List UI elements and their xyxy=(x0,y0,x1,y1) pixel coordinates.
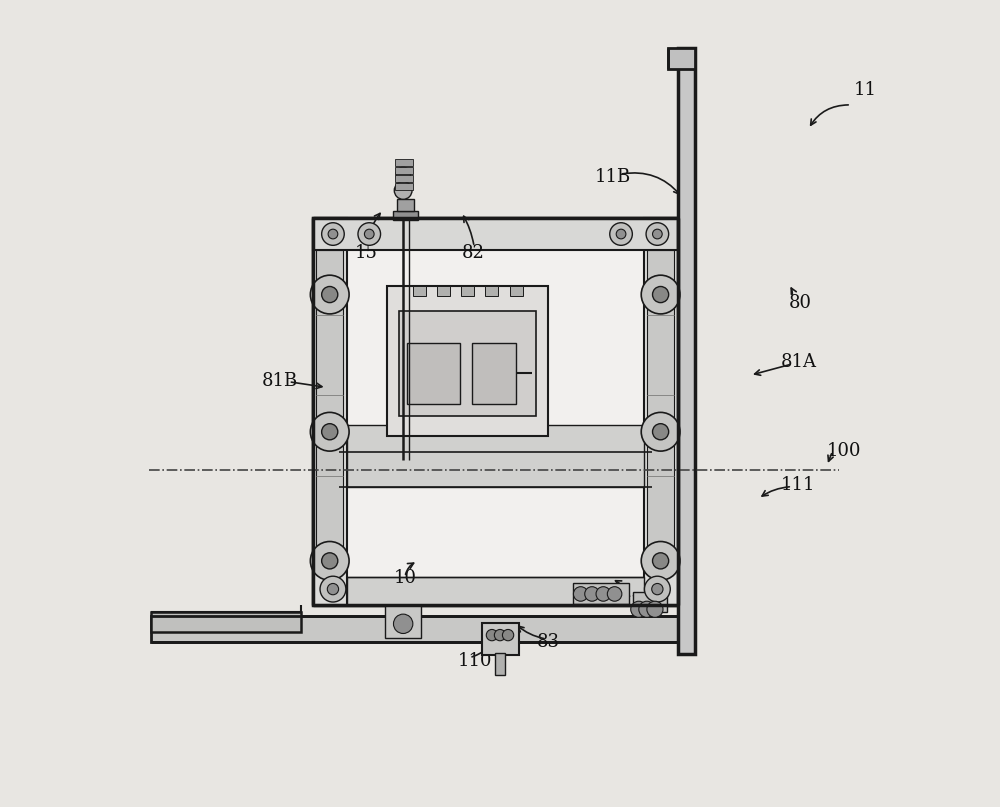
Circle shape xyxy=(653,553,669,569)
Bar xyxy=(472,343,516,404)
Text: 83: 83 xyxy=(536,633,559,651)
Circle shape xyxy=(396,167,410,182)
Text: 15: 15 xyxy=(355,245,378,262)
Bar xyxy=(395,183,413,190)
Circle shape xyxy=(486,629,498,641)
Circle shape xyxy=(310,412,349,451)
Bar xyxy=(347,577,644,605)
Circle shape xyxy=(322,553,338,569)
Bar xyxy=(316,250,343,573)
Circle shape xyxy=(653,286,669,303)
Text: 110: 110 xyxy=(458,652,493,670)
Circle shape xyxy=(641,275,680,314)
Text: 10: 10 xyxy=(393,569,416,587)
Bar xyxy=(461,286,474,296)
Text: 81A: 81A xyxy=(781,353,817,371)
Text: 110A: 110A xyxy=(619,593,667,611)
Bar xyxy=(313,218,347,605)
Bar xyxy=(633,592,667,612)
Text: 11B: 11B xyxy=(595,168,631,186)
Circle shape xyxy=(494,629,506,641)
Bar xyxy=(510,286,523,296)
Circle shape xyxy=(644,576,670,602)
Circle shape xyxy=(596,587,611,601)
Bar xyxy=(413,286,426,296)
Bar xyxy=(668,48,695,69)
Bar xyxy=(397,199,414,211)
Circle shape xyxy=(653,229,662,239)
Bar xyxy=(395,175,413,182)
Bar xyxy=(385,605,421,638)
Bar xyxy=(437,286,450,296)
Bar xyxy=(387,286,548,436)
Circle shape xyxy=(310,541,349,580)
Circle shape xyxy=(322,424,338,440)
Text: 80: 80 xyxy=(789,295,812,312)
Circle shape xyxy=(358,223,381,245)
Bar xyxy=(399,311,536,416)
Bar xyxy=(313,218,678,250)
Bar xyxy=(407,343,460,404)
Text: 11: 11 xyxy=(853,82,876,99)
Circle shape xyxy=(320,576,346,602)
Bar xyxy=(393,211,418,220)
Bar xyxy=(647,250,674,573)
Circle shape xyxy=(646,223,669,245)
Circle shape xyxy=(322,286,338,303)
Circle shape xyxy=(631,601,647,617)
Circle shape xyxy=(641,541,680,580)
Circle shape xyxy=(653,424,669,440)
Text: 111: 111 xyxy=(781,476,815,494)
Bar xyxy=(395,159,413,166)
Text: 100: 100 xyxy=(827,442,861,460)
Text: 81: 81 xyxy=(504,353,527,371)
Bar xyxy=(313,218,678,605)
Circle shape xyxy=(573,587,588,601)
Text: 82: 82 xyxy=(461,245,484,262)
Bar xyxy=(573,583,629,604)
Bar xyxy=(347,425,644,487)
Bar xyxy=(678,48,695,654)
Circle shape xyxy=(502,629,514,641)
Circle shape xyxy=(647,601,663,617)
Circle shape xyxy=(585,587,599,601)
Circle shape xyxy=(394,182,412,199)
Bar xyxy=(482,623,519,655)
Circle shape xyxy=(610,223,632,245)
Circle shape xyxy=(641,412,680,451)
Bar xyxy=(151,612,301,632)
Circle shape xyxy=(327,583,339,595)
Circle shape xyxy=(364,229,374,239)
Bar xyxy=(495,653,505,675)
Circle shape xyxy=(322,223,344,245)
Circle shape xyxy=(616,229,626,239)
Circle shape xyxy=(652,583,663,595)
Bar xyxy=(644,218,678,605)
Bar xyxy=(151,616,678,642)
Bar xyxy=(485,286,498,296)
Circle shape xyxy=(639,601,655,617)
Circle shape xyxy=(393,614,413,633)
Circle shape xyxy=(328,229,338,239)
Bar xyxy=(395,167,413,174)
Text: 81B: 81B xyxy=(262,372,298,390)
Circle shape xyxy=(310,275,349,314)
Circle shape xyxy=(607,587,622,601)
